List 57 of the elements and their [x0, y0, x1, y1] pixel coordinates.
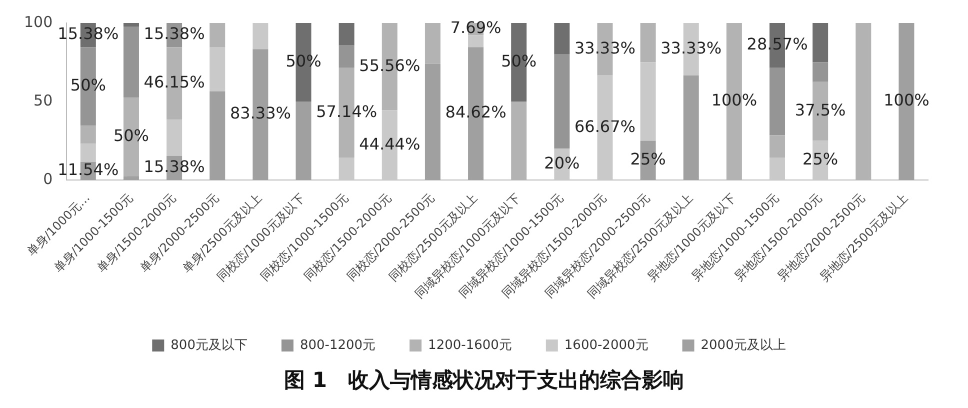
bar: [166, 120, 182, 156]
data-label: 57.14%: [316, 102, 378, 121]
bar: [812, 62, 828, 82]
bar: [338, 158, 354, 180]
bar: [640, 23, 656, 62]
bar: [252, 23, 268, 50]
data-label: 83.33%: [230, 104, 291, 123]
data-label: 7.69%: [450, 18, 502, 38]
bar: [123, 23, 139, 27]
bar: [80, 126, 96, 144]
bar: [338, 23, 354, 46]
text: 图 1 收入与情感状况对于支出的综合影响: [283, 367, 685, 394]
y-tick-label: 100: [24, 12, 53, 31]
bar: [468, 35, 484, 48]
data-label: 44.44%: [359, 134, 420, 154]
bar: [80, 144, 96, 162]
bar: [640, 62, 656, 141]
bar: [296, 102, 312, 180]
data-label: 11.54%: [58, 160, 119, 180]
bar: [123, 176, 139, 180]
bar: [770, 68, 786, 136]
bar: [770, 135, 786, 158]
bar: [210, 47, 226, 92]
legend-label: 1600-2000元: [564, 338, 648, 353]
data-label: 100%: [711, 90, 758, 110]
data-label: 15.38%: [144, 24, 205, 44]
data-label: 55.56%: [359, 56, 420, 75]
data-label: 33.33%: [574, 38, 636, 58]
bar: [424, 23, 440, 64]
data-label: 66.67%: [574, 116, 636, 136]
data-label: 33.33%: [660, 38, 722, 58]
bar: [812, 23, 828, 62]
bar: [210, 23, 226, 48]
data-label: 37.5%: [794, 100, 846, 120]
data-label: 84.62%: [445, 102, 506, 122]
data-label: 15.38%: [144, 157, 205, 176]
data-label: 20%: [544, 153, 580, 172]
legend-label: 800-1200元: [300, 338, 376, 353]
bar: [210, 91, 226, 180]
data-label: 50%: [113, 126, 150, 145]
data-label: 25%: [802, 150, 838, 169]
bar: [424, 64, 440, 180]
y-tick-label: 0: [43, 170, 53, 188]
data-label: 100%: [884, 90, 930, 110]
y-tick-label: 50: [34, 91, 53, 110]
data-label: 25%: [630, 150, 666, 169]
data-label: 50%: [70, 76, 106, 95]
bar: [554, 54, 570, 149]
bar: [683, 75, 699, 180]
legend-label: 800元及以下: [170, 338, 248, 353]
bar: [554, 23, 570, 54]
bar: [770, 158, 786, 180]
legend-label: 1200-1600元: [428, 338, 512, 353]
legend-label: 2000元及以上: [700, 338, 786, 353]
data-label: 46.15%: [144, 72, 205, 92]
bar: [123, 26, 139, 98]
bar: [338, 45, 354, 68]
